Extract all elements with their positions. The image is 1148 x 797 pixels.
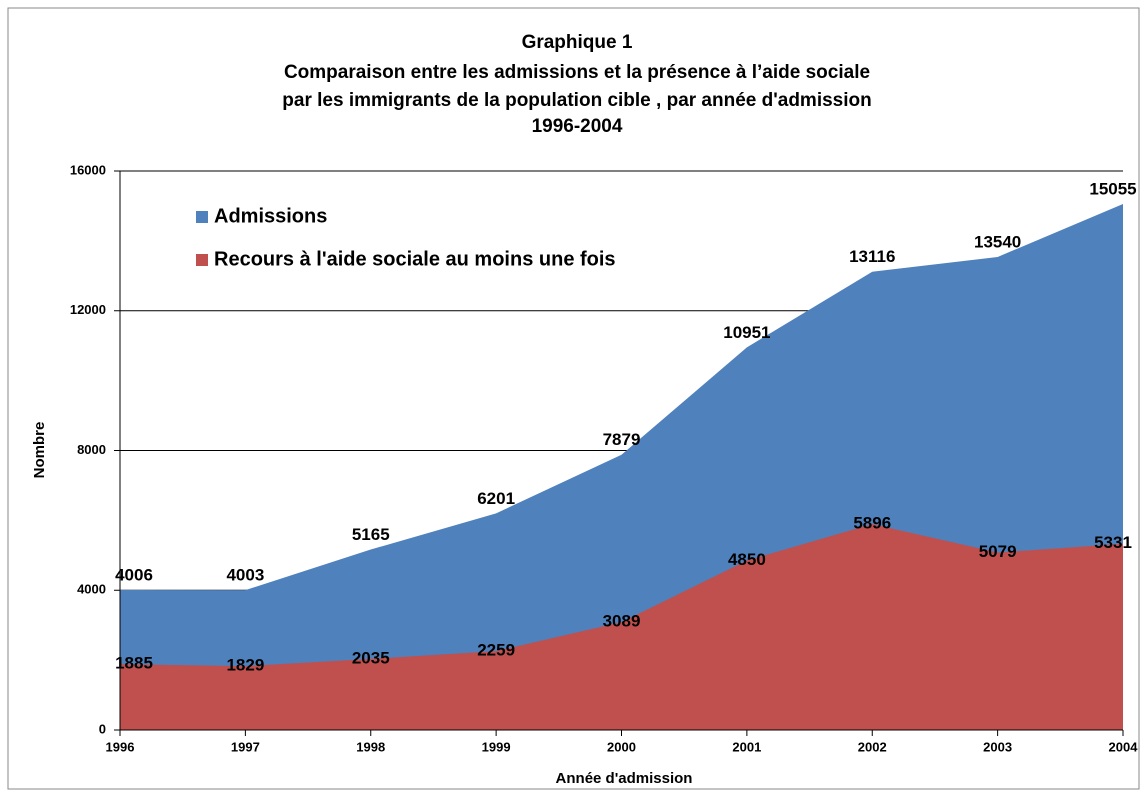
x-tick-label: 1998: [356, 739, 385, 754]
x-tick-label: 2003: [983, 739, 1012, 754]
data-label: 5079: [979, 542, 1017, 561]
x-axis-label: Année d'admission: [556, 770, 693, 787]
data-label: 5896: [853, 513, 891, 532]
legend-label: Admissions: [214, 205, 327, 227]
data-label: 15055: [1089, 180, 1136, 199]
data-label: 4003: [226, 566, 264, 585]
x-tick-label: 1999: [482, 739, 511, 754]
y-tick-label: 0: [99, 721, 106, 736]
chart-title: Comparaison entre les admissions et la p…: [284, 62, 870, 83]
data-label: 5331: [1094, 533, 1132, 552]
data-label: 1829: [226, 656, 264, 675]
data-label: 1885: [115, 654, 153, 673]
x-tick-label: 1997: [231, 739, 260, 754]
legend-label: Recours à l'aide sociale au moins une fo…: [214, 248, 616, 270]
data-label: 10951: [723, 323, 770, 342]
y-tick-label: 16000: [70, 162, 106, 177]
legend-swatch: [196, 211, 208, 223]
data-label: 4850: [728, 550, 766, 569]
data-label: 3089: [603, 612, 641, 631]
data-label: 13116: [849, 247, 895, 266]
chart-title: par les immigrants de la population cibl…: [282, 90, 871, 111]
chart-title: 1996-2004: [532, 116, 623, 137]
data-label: 13540: [974, 232, 1021, 251]
data-label: 2035: [352, 648, 390, 667]
x-tick-label: 1996: [106, 739, 135, 754]
area: [120, 524, 1123, 730]
chart-title: Graphique 1: [522, 32, 633, 53]
y-tick-label: 4000: [77, 582, 106, 597]
frame: [7, 7, 1140, 790]
data-label: 4006: [115, 566, 153, 585]
x-tick-label: 2001: [732, 739, 761, 754]
data-label: 7879: [603, 430, 641, 449]
legend-swatch: [196, 254, 208, 266]
x-tick-label: 2000: [607, 739, 636, 754]
data-label: 5165: [352, 525, 390, 544]
y-tick-label: 12000: [70, 302, 106, 317]
y-tick-label: 8000: [77, 442, 106, 457]
y-axis-label: Nombre: [31, 422, 48, 479]
x-tick-label: 2002: [858, 739, 887, 754]
data-label: 6201: [477, 489, 515, 508]
x-tick-label: 2004: [1109, 739, 1139, 754]
data-label: 2259: [477, 641, 515, 660]
